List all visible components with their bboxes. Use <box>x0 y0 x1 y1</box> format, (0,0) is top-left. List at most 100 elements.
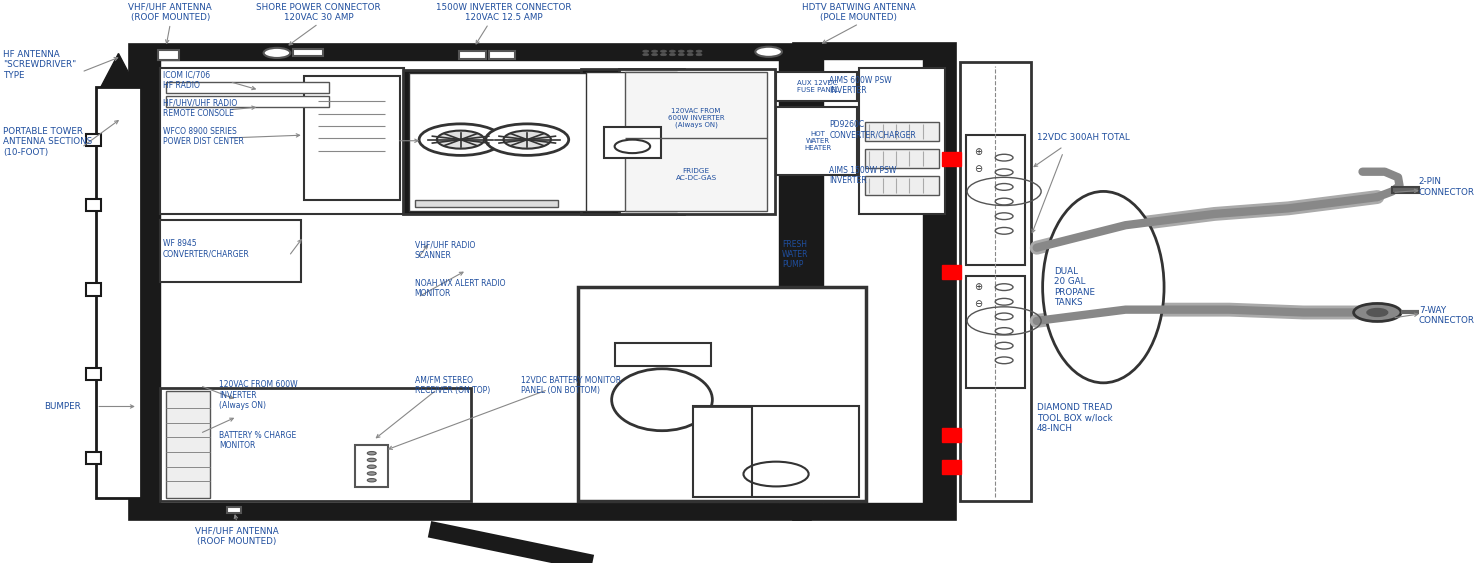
Circle shape <box>419 124 502 155</box>
Bar <box>86 368 101 380</box>
Bar <box>619 69 775 214</box>
Text: FRIDGE
AC-DC-GAS: FRIDGE AC-DC-GAS <box>675 168 717 181</box>
Bar <box>586 72 677 211</box>
Circle shape <box>367 479 376 482</box>
Bar <box>136 51 803 512</box>
Bar <box>865 149 939 168</box>
Text: HDTV BATWING ANTENNA
(POLE MOUNTED): HDTV BATWING ANTENNA (POLE MOUNTED) <box>803 3 915 22</box>
Text: BUMPER: BUMPER <box>44 402 81 411</box>
Circle shape <box>678 50 684 52</box>
Text: PD9260C
CONVERTER/CHARGER: PD9260C CONVERTER/CHARGER <box>829 120 917 139</box>
Bar <box>403 70 618 214</box>
Circle shape <box>504 131 551 149</box>
Bar <box>865 122 939 141</box>
Bar <box>409 73 612 211</box>
Bar <box>415 200 558 207</box>
Circle shape <box>486 124 569 155</box>
Bar <box>578 287 866 501</box>
Text: PORTABLE TOWER
ANTENNA SECTIONS
(10-FOOT): PORTABLE TOWER ANTENNA SECTIONS (10-FOOT… <box>3 127 92 157</box>
Text: AIMS 600W PSW
INVERTER: AIMS 600W PSW INVERTER <box>829 76 892 95</box>
Bar <box>865 176 939 195</box>
Circle shape <box>687 53 693 56</box>
Circle shape <box>995 213 1013 220</box>
Circle shape <box>367 458 376 462</box>
Bar <box>615 343 711 366</box>
Circle shape <box>643 53 649 56</box>
Circle shape <box>687 50 693 52</box>
Text: HF ANTENNA
"SCREWDRIVER"
TYPE: HF ANTENNA "SCREWDRIVER" TYPE <box>3 50 76 79</box>
Bar <box>158 50 179 60</box>
Circle shape <box>995 298 1013 305</box>
Text: HF/UHV/UHF RADIO
REMOTE CONSOLE: HF/UHV/UHF RADIO REMOTE CONSOLE <box>163 99 237 118</box>
Bar <box>160 388 471 501</box>
Circle shape <box>995 227 1013 234</box>
Circle shape <box>367 452 376 455</box>
Bar <box>625 72 767 211</box>
Bar <box>459 51 486 59</box>
Ellipse shape <box>1043 191 1164 383</box>
Bar <box>86 283 101 296</box>
Text: ⊖: ⊖ <box>974 299 982 309</box>
Bar <box>86 199 101 211</box>
Text: NOAH WX ALERT RADIO
MONITOR: NOAH WX ALERT RADIO MONITOR <box>415 279 505 298</box>
Text: HOT
WATER
HEATER: HOT WATER HEATER <box>804 131 831 151</box>
Circle shape <box>696 53 702 56</box>
Polygon shape <box>101 53 136 87</box>
Bar <box>489 51 515 59</box>
Circle shape <box>437 131 484 149</box>
Text: VHF/UHF ANTENNA
(ROOF MOUNTED): VHF/UHF ANTENNA (ROOF MOUNTED) <box>195 526 278 546</box>
Bar <box>166 391 210 498</box>
Text: AUX 12VDC
FUSE PANEL: AUX 12VDC FUSE PANEL <box>797 79 838 93</box>
Circle shape <box>643 50 649 52</box>
Bar <box>160 60 779 503</box>
Text: VHF/UHF RADIO
SCANNER: VHF/UHF RADIO SCANNER <box>415 241 475 260</box>
Bar <box>942 265 961 279</box>
Circle shape <box>264 48 290 58</box>
Text: VHF/UHF ANTENNA
(ROOF MOUNTED): VHF/UHF ANTENNA (ROOF MOUNTED) <box>129 3 212 22</box>
Bar <box>355 445 388 487</box>
Circle shape <box>367 472 376 475</box>
Circle shape <box>669 50 675 52</box>
Text: 1500W INVERTER CONNECTOR
120VAC 12.5 AMP: 1500W INVERTER CONNECTOR 120VAC 12.5 AMP <box>435 3 572 22</box>
Bar <box>966 276 1025 388</box>
Text: AM/FM STEREO
RECEIVER (ON TOP): AM/FM STEREO RECEIVER (ON TOP) <box>415 376 490 395</box>
Circle shape <box>995 284 1013 291</box>
Text: WF 8945
CONVERTER/CHARGER: WF 8945 CONVERTER/CHARGER <box>163 239 250 258</box>
Bar <box>942 428 961 442</box>
Bar <box>96 87 141 498</box>
Bar <box>823 59 923 503</box>
Text: ⊕: ⊕ <box>974 147 982 157</box>
Text: ⊖: ⊖ <box>974 164 982 174</box>
Text: FRESH
WATER
PUMP: FRESH WATER PUMP <box>782 240 809 269</box>
Circle shape <box>661 53 666 56</box>
Bar <box>160 68 404 214</box>
Circle shape <box>652 50 658 52</box>
Bar <box>776 72 857 101</box>
Circle shape <box>678 53 684 56</box>
Text: SHORE POWER CONNECTOR
120VAC 30 AMP: SHORE POWER CONNECTOR 120VAC 30 AMP <box>256 3 381 22</box>
Bar <box>942 152 961 166</box>
Circle shape <box>367 465 376 468</box>
Text: BATTERY % CHARGE
MONITOR: BATTERY % CHARGE MONITOR <box>219 431 296 450</box>
Text: 12VDC BATTERY MONITOR
PANEL (ON BOTTOM): 12VDC BATTERY MONITOR PANEL (ON BOTTOM) <box>521 376 622 395</box>
Circle shape <box>669 53 675 56</box>
Text: 2-PIN
CONNECTOR: 2-PIN CONNECTOR <box>1419 177 1475 196</box>
Circle shape <box>995 184 1013 190</box>
Text: ⊕: ⊕ <box>974 282 982 292</box>
Ellipse shape <box>612 369 712 431</box>
Bar <box>166 96 329 107</box>
Text: DIAMOND TREAD
TOOL BOX w/lock
48-INCH: DIAMOND TREAD TOOL BOX w/lock 48-INCH <box>1037 403 1112 432</box>
Bar <box>160 220 301 282</box>
Bar <box>227 507 241 513</box>
Circle shape <box>995 313 1013 320</box>
Circle shape <box>1354 303 1401 321</box>
Bar <box>581 69 684 214</box>
Bar <box>800 50 948 512</box>
Circle shape <box>995 328 1013 334</box>
Circle shape <box>995 357 1013 364</box>
Circle shape <box>995 342 1013 349</box>
Circle shape <box>661 50 666 52</box>
Text: WFCO 8900 SERIES
POWER DIST CENTER: WFCO 8900 SERIES POWER DIST CENTER <box>163 127 244 146</box>
Circle shape <box>995 198 1013 205</box>
Bar <box>604 127 661 158</box>
